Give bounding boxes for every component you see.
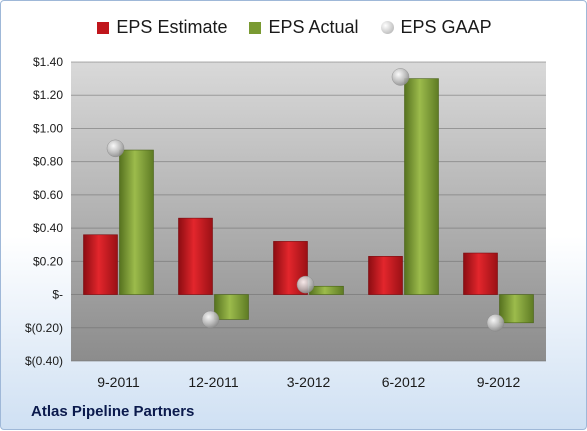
company-name: Atlas Pipeline Partners: [31, 403, 195, 420]
y-tick-label: $1.20: [33, 88, 63, 102]
legend-swatch-eps-gaap: [380, 21, 394, 34]
legend-label-eps-estimate: EPS Estimate: [116, 17, 228, 37]
y-tick-label: $0.20: [33, 254, 63, 268]
x-tick-label: 3-2012: [287, 374, 331, 390]
point-eps-gaap: [106, 139, 125, 158]
bar-eps-actual: [119, 149, 154, 295]
bar-eps-actual: [309, 285, 344, 295]
legend-label-eps-gaap: EPS GAAP: [400, 17, 492, 37]
x-tick-label: 6-2012: [382, 374, 426, 390]
y-tick-label: $0.40: [33, 221, 63, 235]
y-tick-label: $1.00: [33, 121, 63, 135]
y-tick-label: $0.60: [33, 188, 63, 202]
bar-eps-estimate: [368, 256, 403, 295]
point-eps-gaap: [486, 314, 505, 332]
legend-swatch-eps-estimate: [97, 21, 110, 34]
legend: EPS Estimate EPS Actual EPS GAAP: [1, 17, 587, 38]
legend-item-eps-actual: EPS Actual: [249, 17, 359, 38]
bar-eps-actual: [404, 78, 439, 295]
gaap-points: [106, 68, 505, 332]
x-tick-label: 9-2012: [477, 374, 521, 390]
legend-label-eps-actual: EPS Actual: [268, 17, 359, 37]
x-tick-label: 12-2011: [188, 374, 239, 390]
point-eps-gaap: [201, 310, 220, 329]
y-tick-label: $0.80: [33, 155, 63, 169]
bar-eps-actual: [214, 294, 249, 320]
y-tick-label: $(0.20): [25, 321, 63, 335]
bar-eps-actual: [499, 294, 534, 324]
bar-eps-estimate: [83, 234, 118, 295]
legend-item-eps-estimate: EPS Estimate: [97, 17, 227, 38]
bars: [83, 78, 534, 324]
legend-item-eps-gaap: EPS GAAP: [380, 17, 492, 38]
x-axis-labels: 9-2011 12-2011 3-2012 6-2012 9-2012: [97, 374, 520, 390]
y-axis-labels: $1.40 $1.20 $1.00 $0.80 $0.60 $0.40 $0.20 $- $(0…: [25, 55, 63, 368]
y-tick-label: $-: [52, 288, 63, 302]
x-tick-label: 9-2011: [97, 374, 140, 390]
y-tick-label: $1.40: [33, 55, 63, 69]
legend-swatch-eps-actual: [249, 21, 262, 34]
bar-eps-estimate: [178, 217, 213, 295]
y-tick-label: $(0.40): [25, 354, 63, 368]
bar-eps-estimate: [463, 252, 498, 295]
point-eps-gaap: [391, 68, 410, 86]
point-eps-gaap: [296, 275, 315, 294]
